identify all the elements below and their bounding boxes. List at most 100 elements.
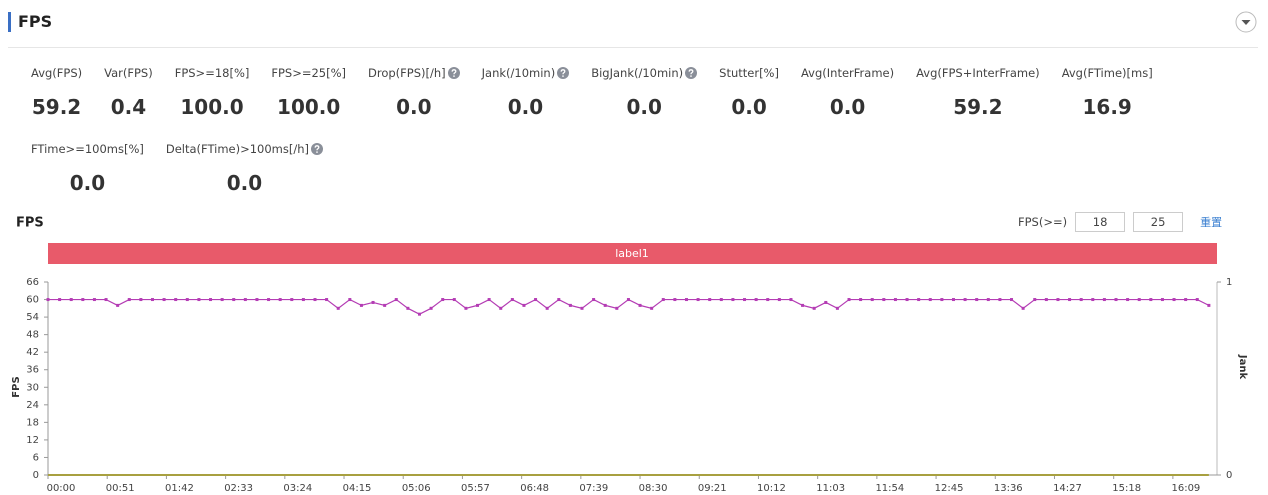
data-point [615,306,619,310]
data-point [359,303,363,307]
data-point [917,298,921,302]
metric-label: Stutter[%] [719,66,779,80]
data-point [290,298,294,302]
data-point [696,298,700,302]
metric-label-row: Avg(FPS+InterFrame) [916,64,1040,82]
x-tick-label: 14:27 [1053,483,1082,494]
data-point [743,298,747,302]
metric: FPS>=25[%] 100.0 [271,64,346,120]
metrics: Avg(FPS) 59.2 Var(FPS) 0.4 FPS>=18[%] 100.0 FP… [31,64,1246,196]
x-tick-label: 01:42 [165,483,194,494]
data-point [684,298,688,302]
help-icon[interactable] [447,67,460,79]
data-point [1091,298,1095,302]
data-point [928,298,932,302]
data-point [1172,298,1176,302]
metric: Jank(/10min) 0.0 [482,64,570,120]
metric-value: 59.2 [31,95,82,119]
data-point [255,298,259,302]
metric-value: 0.4 [110,95,147,119]
collapse-button[interactable] [1235,11,1257,33]
y2-axis-label: Jank [1237,354,1248,380]
data-point [313,298,317,302]
data-point [545,306,549,310]
y-tick-label: 42 [26,347,39,358]
data-point [1126,298,1130,302]
data-point [487,298,491,302]
metric: Delta(FTime)>100ms[/h] 0.0 [166,140,324,196]
reset-link[interactable]: 重置 [1200,216,1223,229]
metric-label: FPS>=25[%] [271,66,347,80]
metric: Avg(InterFrame) 0.0 [801,64,894,120]
data-point [801,303,805,307]
data-point [278,298,282,302]
metric: Stutter[%] 0.0 [719,64,779,120]
data-point [209,298,213,302]
metric-value: 100.0 [180,95,244,119]
help-icon[interactable] [685,67,698,79]
metric: FPS>=18[%] 100.0 [175,64,250,120]
metric-value: 100.0 [277,95,341,119]
metric-label-row: Avg(FPS) [31,64,82,82]
data-point [1160,298,1164,302]
metric-label: Jank(/10min) [481,66,556,80]
data-point [638,303,642,307]
threshold-label: FPS(>=) [1018,215,1068,229]
data-point [1079,298,1083,302]
metric-value: 0.0 [507,95,544,119]
metric: Drop(FPS)[/h] 0.0 [368,64,460,120]
metric-value: 0.0 [69,171,106,195]
data-point [534,298,538,302]
data-point [1207,303,1211,307]
data-point [1044,298,1048,302]
help-icon[interactable] [557,67,570,79]
data-point [441,298,445,302]
data-point [568,303,572,307]
x-tick-label: 08:30 [639,483,668,494]
metric-label-row: FPS>=18[%] [175,64,250,82]
data-point [116,303,120,307]
chart-title: FPS [16,216,44,231]
metric-label: Avg(FPS) [31,66,83,80]
data-point [603,303,607,307]
metric-label: Avg(FPS+InterFrame) [916,66,1040,80]
data-point [127,298,131,302]
data-point [104,298,108,302]
x-tick-label: 05:57 [461,483,490,494]
data-point [522,303,526,307]
section-title: FPS [8,12,52,32]
metric-label-row: FPS>=25[%] [271,64,346,82]
data-point [1137,298,1141,302]
data-point [243,298,247,302]
y-tick-label: 66 [26,277,39,288]
y-tick-label: 36 [26,365,39,376]
y-tick-label: 54 [26,312,39,323]
data-point [58,298,62,302]
data-point [661,298,665,302]
data-point [905,298,909,302]
x-tick-label: 02:33 [224,483,253,494]
threshold-controls: FPS(>=) 18 25 重置 [1018,212,1222,232]
help-icon[interactable] [311,143,324,155]
data-point [162,298,166,302]
y-tick-label: 0 [33,470,39,481]
metric: Var(FPS) 0.4 [104,64,153,120]
data-point [325,298,329,302]
data-point [940,298,944,302]
data-point [859,298,863,302]
data-point [92,298,96,302]
metric-label: Avg(InterFrame) [800,66,895,80]
metric-label-row: Var(FPS) [104,64,153,82]
data-point [777,298,781,302]
data-point [394,298,398,302]
threshold-input[interactable]: 18 [1075,212,1126,232]
data-point [1010,298,1014,302]
threshold-input[interactable]: 25 [1133,212,1184,232]
x-tick-label: 07:39 [579,483,608,494]
metric-label-row: Drop(FPS)[/h] [368,64,460,82]
data-point [81,298,85,302]
metric: Avg(FPS) 59.2 [31,64,82,120]
y-tick-label: 6 [33,452,39,463]
data-point [150,298,154,302]
